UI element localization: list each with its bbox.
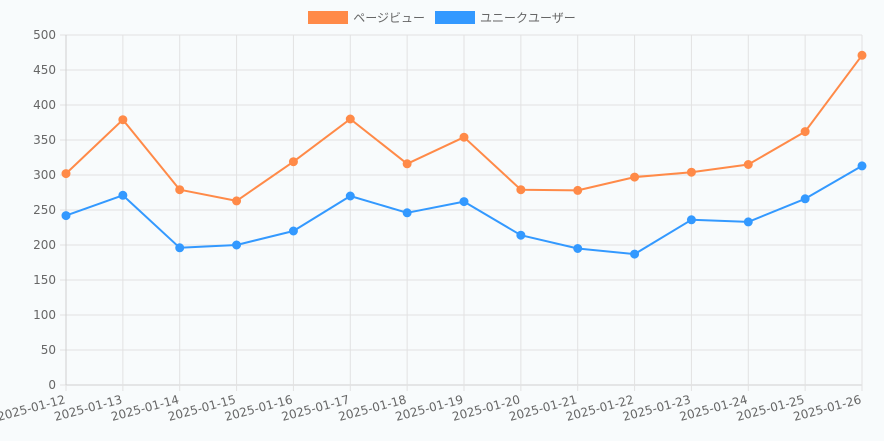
legend-label-unique-users: ユニークユーザー bbox=[480, 11, 576, 25]
data-point-pageviews bbox=[857, 50, 867, 60]
data-point-unique-users bbox=[175, 243, 185, 253]
data-point-pageviews bbox=[686, 167, 696, 177]
y-tick-label: 500 bbox=[33, 28, 56, 42]
data-point-pageviews bbox=[288, 157, 298, 167]
data-point-pageviews bbox=[630, 172, 640, 182]
legend-item-unique-users[interactable]: ユニークユーザー bbox=[435, 9, 576, 26]
y-tick-label: 200 bbox=[33, 238, 56, 252]
data-point-pageviews bbox=[345, 114, 355, 124]
legend-swatch-pageviews bbox=[308, 11, 349, 24]
y-tick-label: 350 bbox=[33, 133, 56, 147]
data-point-unique-users bbox=[118, 190, 128, 200]
y-tick-label: 150 bbox=[33, 273, 56, 287]
y-tick-label: 50 bbox=[41, 343, 56, 357]
data-point-pageviews bbox=[516, 185, 526, 195]
data-point-unique-users bbox=[516, 230, 526, 240]
data-point-pageviews bbox=[402, 159, 412, 169]
y-tick-label: 300 bbox=[33, 168, 56, 182]
data-point-pageviews bbox=[175, 185, 185, 195]
y-tick-label: 400 bbox=[33, 98, 56, 112]
data-point-unique-users bbox=[288, 226, 298, 236]
data-point-pageviews bbox=[800, 127, 810, 137]
data-point-pageviews bbox=[573, 185, 583, 195]
legend-swatch-unique-users bbox=[435, 11, 475, 24]
data-point-unique-users bbox=[402, 208, 412, 218]
data-point-pageviews bbox=[118, 115, 128, 125]
legend-label-pageviews: ページビュー bbox=[353, 11, 425, 25]
data-point-unique-users bbox=[573, 244, 583, 253]
data-point-pageviews bbox=[61, 169, 71, 179]
y-tick-label: 250 bbox=[33, 203, 56, 217]
data-point-unique-users bbox=[630, 249, 640, 259]
y-tick-label: 450 bbox=[33, 63, 56, 77]
legend-item-pageviews[interactable]: ページビュー bbox=[308, 9, 425, 26]
y-tick-label: 0 bbox=[48, 378, 56, 392]
data-point-pageviews bbox=[232, 196, 242, 206]
chart-legend: ページビュー ユニークユーザー bbox=[0, 9, 884, 26]
data-point-unique-users bbox=[857, 161, 867, 171]
data-point-unique-users bbox=[686, 215, 696, 225]
data-point-unique-users bbox=[345, 191, 355, 201]
data-point-unique-users bbox=[743, 217, 753, 227]
data-point-unique-users bbox=[232, 240, 242, 250]
data-point-unique-users bbox=[459, 197, 469, 207]
y-tick-label: 100 bbox=[33, 308, 56, 322]
data-point-pageviews bbox=[743, 160, 753, 169]
data-point-unique-users bbox=[800, 194, 810, 204]
data-point-unique-users bbox=[61, 211, 71, 221]
data-point-pageviews bbox=[459, 132, 469, 142]
